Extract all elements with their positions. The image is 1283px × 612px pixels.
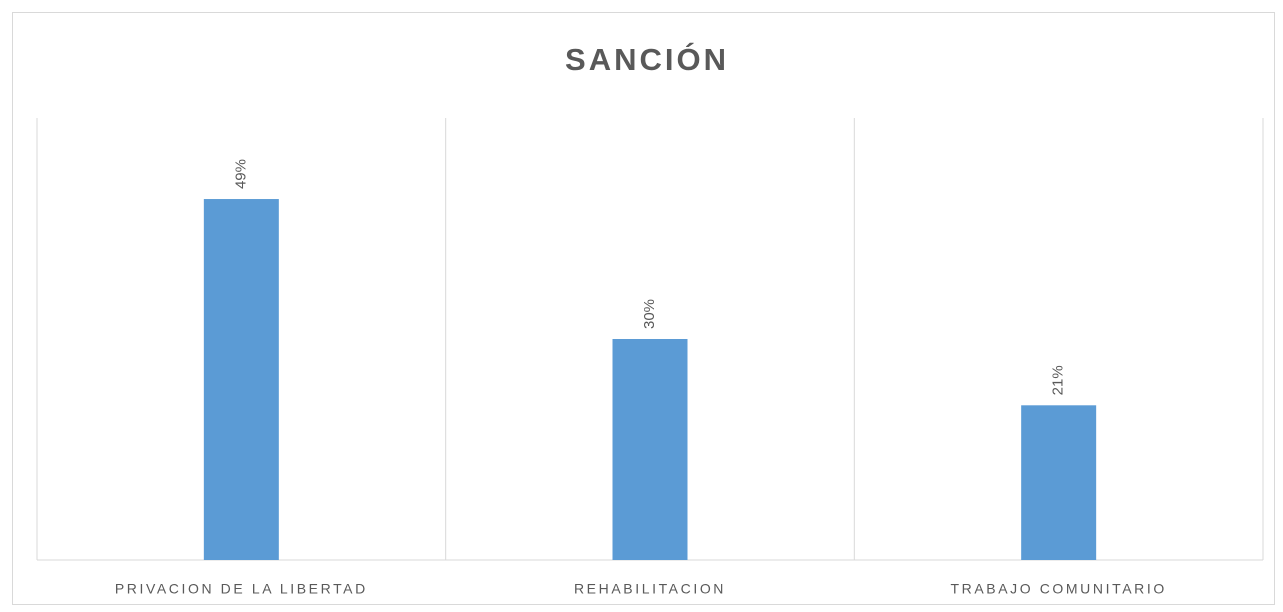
- chart-title: SANCIÓN: [565, 41, 729, 77]
- data-label: 49%: [232, 159, 249, 189]
- data-label: 21%: [1050, 365, 1067, 395]
- x-tick-label: PRIVACION DE LA LIBERTAD: [115, 581, 368, 597]
- x-tick-label: REHABILITACION: [574, 581, 726, 597]
- bar: [612, 339, 688, 560]
- bar: [1021, 405, 1097, 560]
- bar: [203, 199, 279, 561]
- data-label: 30%: [641, 299, 658, 329]
- x-tick-label: TRABAJO COMUNITARIO: [950, 581, 1166, 597]
